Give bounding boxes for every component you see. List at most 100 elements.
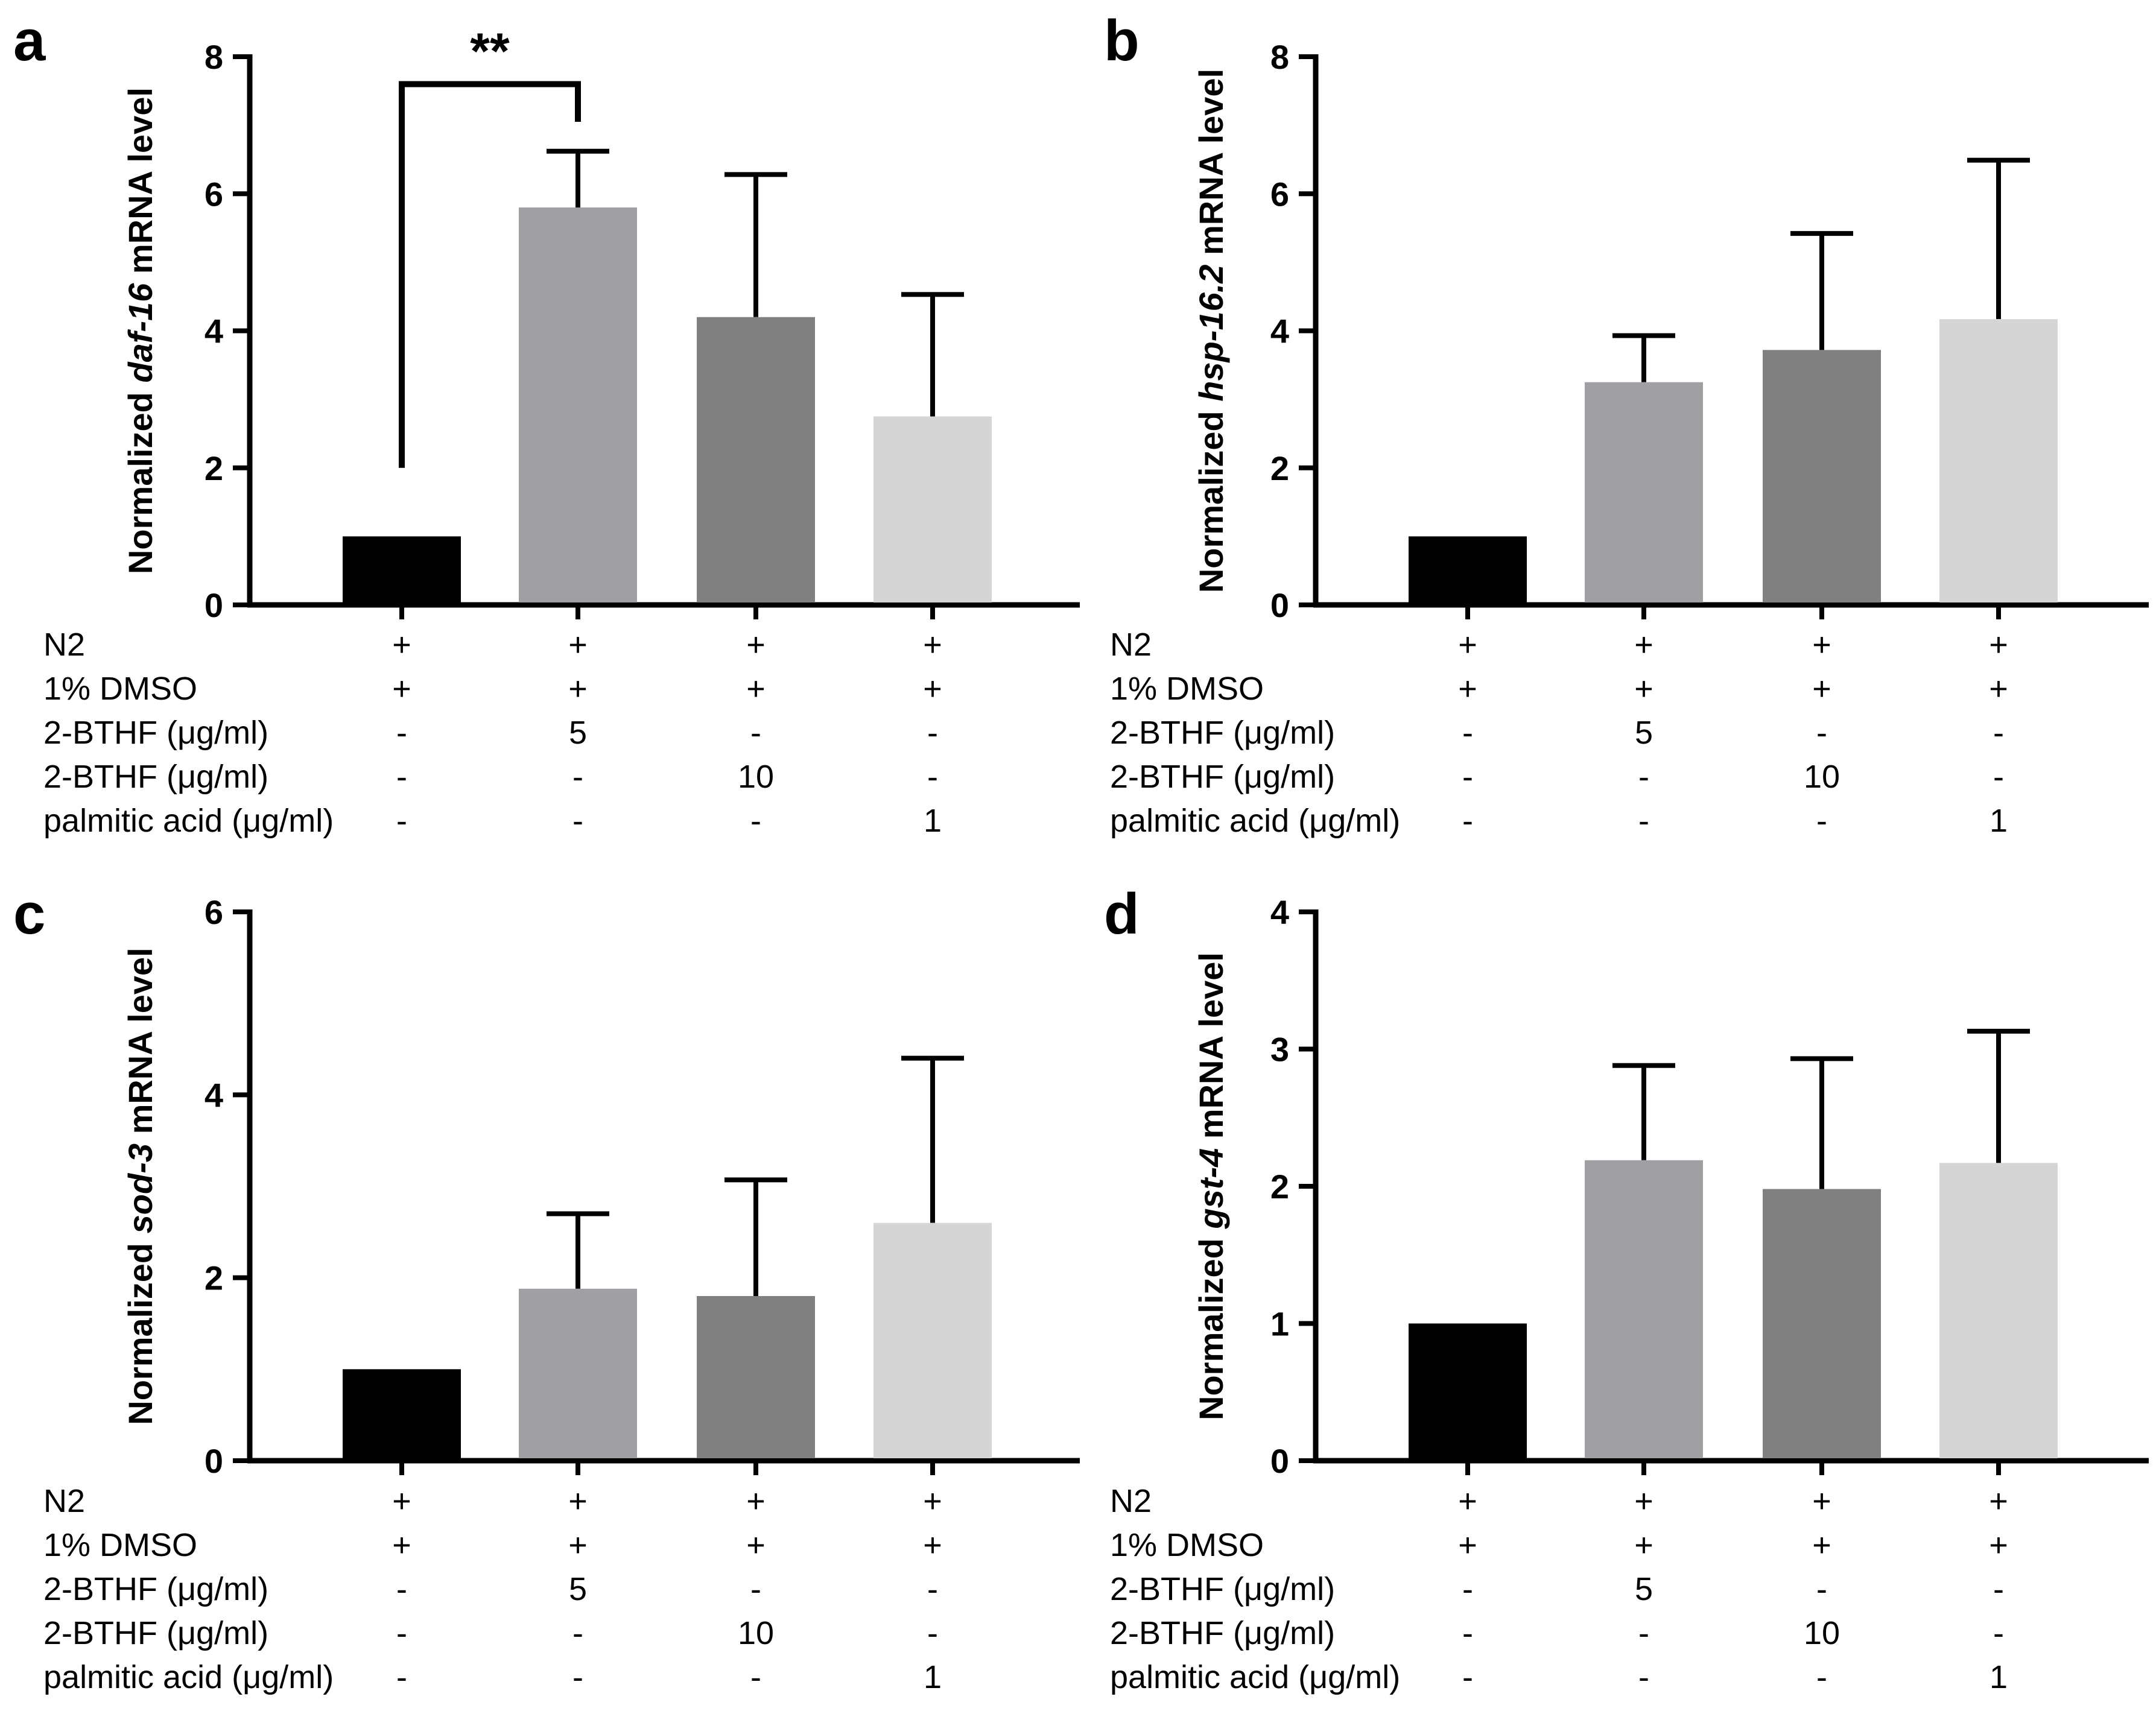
y-axis-title-suffix: mRNA level xyxy=(121,87,159,283)
bar xyxy=(1409,536,1527,602)
treatment-cell: 1 xyxy=(1990,803,2008,839)
treatment-row-label: palmitic acid (μg/ml) xyxy=(43,803,334,839)
treatment-cell: - xyxy=(927,715,938,751)
treatment-row-label: 1% DMSO xyxy=(43,671,197,707)
treatment-row-label: 1% DMSO xyxy=(43,1527,197,1563)
treatment-cell: + xyxy=(1989,627,2008,663)
treatment-cell: 5 xyxy=(1635,715,1653,751)
y-tick-label: 6 xyxy=(1270,175,1289,213)
bar xyxy=(697,1296,815,1458)
bar xyxy=(1409,1323,1527,1458)
treatment-cell: + xyxy=(1812,1527,1831,1563)
bar xyxy=(873,1222,992,1458)
treatment-cell: + xyxy=(923,1483,942,1519)
y-tick-label: 4 xyxy=(205,1076,223,1114)
treatment-cell: - xyxy=(396,1571,407,1607)
treatment-cell: + xyxy=(1458,1483,1477,1519)
treatment-cell: - xyxy=(1993,715,2004,751)
y-tick-label: 8 xyxy=(1270,38,1289,76)
y-tick-label: 0 xyxy=(1270,586,1289,624)
bar xyxy=(519,1288,637,1458)
y-axis-title: Normalized sod-3 mRNA level xyxy=(121,947,159,1425)
y-tick-label: 2 xyxy=(205,449,223,487)
y-axis-title-prefix: Normalized xyxy=(121,383,159,574)
treatment-cell: + xyxy=(1458,671,1477,707)
treatment-cell: + xyxy=(1634,1483,1653,1519)
y-tick-label: 6 xyxy=(205,893,223,931)
treatment-cell: - xyxy=(1816,715,1827,751)
y-axis-title: Normalized hsp-16.2 mRNA level xyxy=(1192,69,1230,593)
treatment-cell: + xyxy=(1634,627,1653,663)
y-axis-title: Normalized gst-4 mRNA level xyxy=(1192,952,1230,1420)
treatment-row-label: 1% DMSO xyxy=(1110,671,1264,707)
bar xyxy=(873,416,992,602)
treatment-cell: - xyxy=(572,759,583,795)
treatment-cell: 5 xyxy=(569,1571,587,1607)
treatment-cell: - xyxy=(572,1659,583,1695)
chart-panel-c: c 0 2 4 6 Normalized sod-3 mRNA level N2 + + + +1%… xyxy=(13,882,1080,1695)
panel-letter: b xyxy=(1104,8,1140,73)
treatment-cell: - xyxy=(1638,803,1649,839)
y-tick-label: 4 xyxy=(205,312,223,350)
treatment-row-label: 2-BTHF (μg/ml) xyxy=(1110,1571,1335,1607)
treatment-cell: 10 xyxy=(1804,1615,1840,1651)
y-tick-label: 2 xyxy=(1270,449,1289,487)
treatment-cell: + xyxy=(392,627,411,663)
treatment-row-label: 2-BTHF (μg/ml) xyxy=(1110,1615,1335,1651)
treatment-cell: + xyxy=(746,1527,766,1563)
bar xyxy=(1585,382,1703,602)
treatment-cell: + xyxy=(1989,1483,2008,1519)
chart-panel-b: b 0 2 4 6 8 Normalized hsp-16.2 mRNA level N2 + +… xyxy=(1104,8,2149,839)
y-axis-title-suffix: mRNA level xyxy=(1192,952,1230,1148)
treatment-cell: - xyxy=(1638,759,1649,795)
treatment-cell: - xyxy=(1816,803,1827,839)
y-tick-label: 4 xyxy=(1270,893,1289,931)
treatment-cell: - xyxy=(1462,759,1473,795)
treatment-cell: - xyxy=(1816,1571,1827,1607)
treatment-cell: - xyxy=(1462,1571,1473,1607)
treatment-cell: + xyxy=(1458,627,1477,663)
treatment-cell: - xyxy=(927,1571,938,1607)
treatment-cell: + xyxy=(923,627,942,663)
treatment-cell: + xyxy=(392,1527,411,1563)
treatment-row-label: 2-BTHF (μg/ml) xyxy=(43,1571,268,1607)
treatment-cell: + xyxy=(1812,671,1831,707)
treatment-cell: 10 xyxy=(738,1615,774,1651)
chart-panel-a: a 0 2 4 6 8 Normalized daf-16 mRNA level ** N2 + +… xyxy=(13,8,1080,839)
treatment-cell: + xyxy=(923,1527,942,1563)
treatment-cell: + xyxy=(1634,1527,1653,1563)
treatment-row-label: palmitic acid (μg/ml) xyxy=(1110,1659,1400,1695)
treatment-cell: - xyxy=(396,803,407,839)
panel-letter: a xyxy=(13,8,46,73)
y-tick-label: 0 xyxy=(1270,1442,1289,1480)
bar xyxy=(343,536,461,602)
y-tick-label: 0 xyxy=(205,586,223,624)
treatment-row-label: 1% DMSO xyxy=(1110,1527,1264,1563)
treatment-cell: + xyxy=(568,627,588,663)
treatment-cell: 1 xyxy=(924,1659,942,1695)
y-tick-label: 2 xyxy=(205,1259,223,1297)
treatment-cell: + xyxy=(568,1483,588,1519)
y-axis-title-gene: sod-3 xyxy=(121,1143,159,1233)
treatment-cell: - xyxy=(750,803,761,839)
bar xyxy=(1939,319,2058,602)
treatment-row-label: N2 xyxy=(43,1483,85,1519)
treatment-row-label: 2-BTHF (μg/ml) xyxy=(1110,759,1335,795)
panel-letter: d xyxy=(1104,882,1140,946)
treatment-cell: - xyxy=(750,1659,761,1695)
treatment-row-label: N2 xyxy=(43,627,85,663)
treatment-cell: - xyxy=(572,1615,583,1651)
treatment-cell: + xyxy=(1989,671,2008,707)
y-axis-title-suffix: mRNA level xyxy=(1192,69,1230,265)
y-tick-label: 3 xyxy=(1270,1031,1289,1069)
treatment-cell: - xyxy=(572,803,583,839)
treatment-cell: + xyxy=(746,671,766,707)
treatment-row-label: 2-BTHF (μg/ml) xyxy=(43,715,268,751)
y-tick-label: 8 xyxy=(205,38,223,76)
treatment-cell: - xyxy=(750,1571,761,1607)
bar xyxy=(519,207,637,603)
y-axis-title-gene: gst-4 xyxy=(1192,1148,1230,1230)
treatment-cell: - xyxy=(750,715,761,751)
treatment-cell: - xyxy=(927,759,938,795)
chart-panel-d: d 0 1 2 3 4 Normalized gst-4 mRNA level N2 + + + +1… xyxy=(1104,882,2149,1695)
